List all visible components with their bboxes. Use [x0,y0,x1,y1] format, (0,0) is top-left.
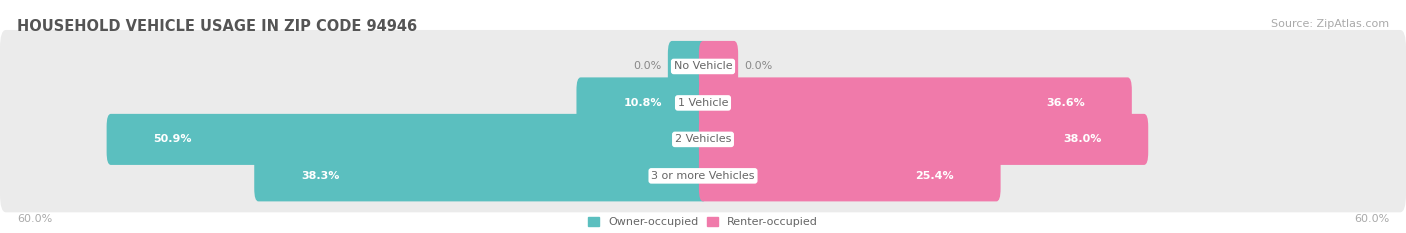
Text: 38.0%: 38.0% [1063,134,1101,144]
FancyBboxPatch shape [699,77,1132,128]
FancyBboxPatch shape [107,114,707,165]
FancyBboxPatch shape [0,158,1406,194]
FancyBboxPatch shape [699,150,1001,201]
FancyBboxPatch shape [576,77,707,128]
Text: Source: ZipAtlas.com: Source: ZipAtlas.com [1271,19,1389,29]
Text: 10.8%: 10.8% [623,98,662,108]
Text: 50.9%: 50.9% [153,134,193,144]
Legend: Owner-occupied, Renter-occupied: Owner-occupied, Renter-occupied [588,217,818,227]
FancyBboxPatch shape [0,121,1406,158]
Text: 38.3%: 38.3% [301,171,339,181]
FancyBboxPatch shape [0,85,1406,121]
Text: 25.4%: 25.4% [915,171,953,181]
FancyBboxPatch shape [254,150,707,201]
Text: 0.0%: 0.0% [744,62,772,72]
FancyBboxPatch shape [699,114,1149,165]
FancyBboxPatch shape [0,30,1406,103]
Text: 3 or more Vehicles: 3 or more Vehicles [651,171,755,181]
Text: 60.0%: 60.0% [1354,214,1389,224]
Text: 36.6%: 36.6% [1046,98,1085,108]
FancyBboxPatch shape [699,41,738,92]
FancyBboxPatch shape [0,66,1406,139]
FancyBboxPatch shape [0,48,1406,85]
Text: 60.0%: 60.0% [17,214,52,224]
Text: 2 Vehicles: 2 Vehicles [675,134,731,144]
FancyBboxPatch shape [0,139,1406,212]
Text: 1 Vehicle: 1 Vehicle [678,98,728,108]
FancyBboxPatch shape [668,41,707,92]
Text: No Vehicle: No Vehicle [673,62,733,72]
Text: 0.0%: 0.0% [634,62,662,72]
FancyBboxPatch shape [0,103,1406,176]
Text: HOUSEHOLD VEHICLE USAGE IN ZIP CODE 94946: HOUSEHOLD VEHICLE USAGE IN ZIP CODE 9494… [17,19,418,34]
